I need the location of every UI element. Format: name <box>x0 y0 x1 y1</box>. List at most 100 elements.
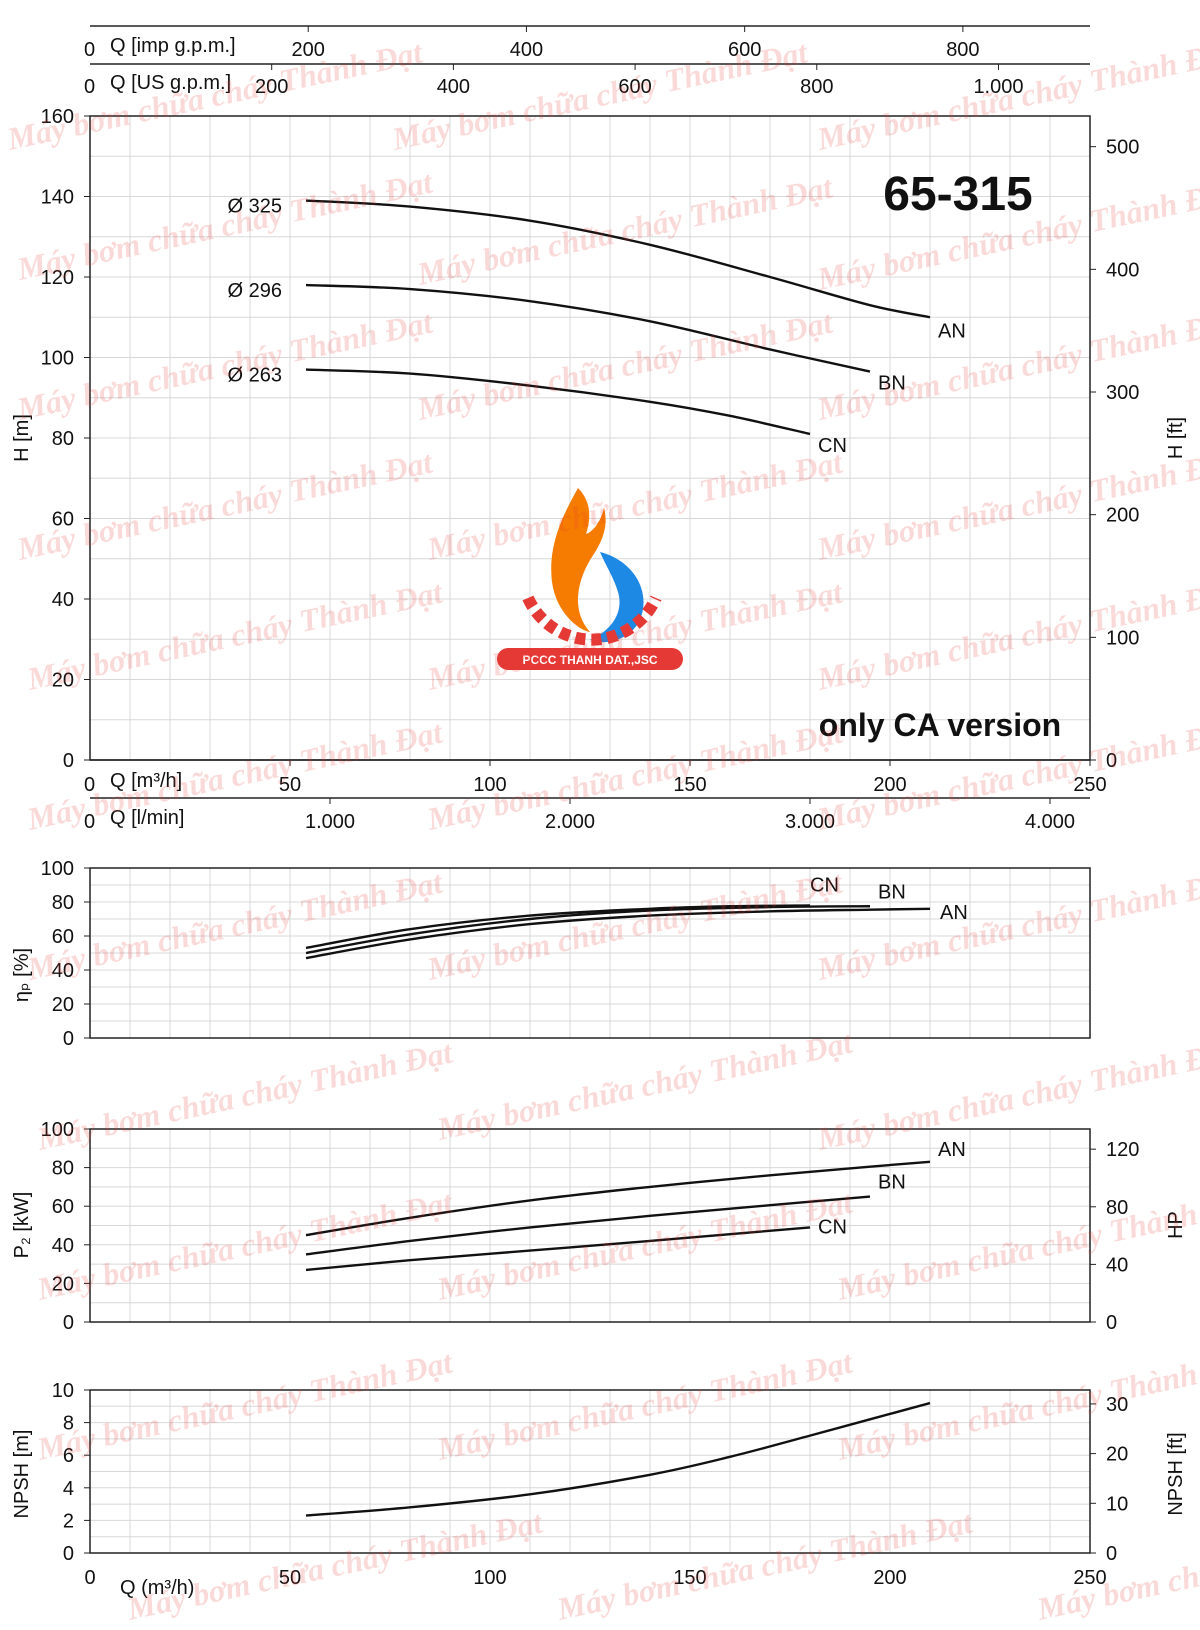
scale-tick-label: 250 <box>1073 774 1106 796</box>
y-tick-label: 40 <box>52 960 74 982</box>
scale-unit-label: Q [imp g.p.m.] <box>110 35 236 57</box>
middle-flow-scales: 0 Q [m³/h] 50 100 150 200 250 0 Q [l/min] 1.000 2.… <box>84 759 1107 833</box>
scale-tick-label: 100 <box>473 774 506 796</box>
series-label-cn: CN <box>818 435 847 457</box>
y2-tick-label: 10 <box>1106 1493 1128 1515</box>
y-tick-label: 100 <box>41 1119 74 1141</box>
y-tick-label: 0 <box>63 1543 74 1565</box>
series-label-bn: BN <box>878 373 906 395</box>
curve-cn <box>305 904 811 950</box>
series-label-an: AN <box>938 1139 966 1161</box>
y2-tick-label: 100 <box>1106 627 1139 649</box>
y-tick-label: 120 <box>41 267 74 289</box>
impeller-diameter-label: Ø 325 <box>228 196 282 218</box>
scale-tick-label: 1.000 <box>305 811 355 833</box>
scale-tick-label: 2.000 <box>545 811 595 833</box>
y-tick-label: 80 <box>52 428 74 450</box>
scale-tick-label: 3.000 <box>785 811 835 833</box>
y-tick-label: 2 <box>63 1510 74 1532</box>
flame-icon <box>551 488 606 632</box>
curve-bn <box>305 1195 871 1256</box>
y-tick-label: 80 <box>52 892 74 914</box>
gear-icon <box>522 595 662 646</box>
curve-bn <box>305 283 871 373</box>
y2-tick-label: 500 <box>1106 137 1139 159</box>
y-axis-title: H [m] <box>11 414 33 462</box>
y2-tick-label: 20 <box>1106 1444 1128 1466</box>
y2-axis-title: HP <box>1165 1211 1187 1239</box>
scale-zero-label: 0 <box>84 76 95 98</box>
scale-tick-label: 800 <box>946 39 979 61</box>
y2-tick-label: 200 <box>1106 505 1139 527</box>
scale-tick-label: 400 <box>510 39 543 61</box>
scale-tick-label: 1.000 <box>973 76 1023 98</box>
y2-tick-label: 300 <box>1106 382 1139 404</box>
scale-zero-label: 0 <box>84 811 95 833</box>
plot-frame <box>89 867 1091 1039</box>
x-tick-label: 150 <box>673 1567 706 1589</box>
curve-cn <box>305 368 811 436</box>
series-label-an: AN <box>940 902 968 924</box>
version-note: only CA version <box>819 707 1061 743</box>
scale-tick-label: 50 <box>279 774 301 796</box>
y2-tick-label: 30 <box>1106 1394 1128 1416</box>
x-tick-label: 200 <box>873 1567 906 1589</box>
series-label-cn: CN <box>818 1216 847 1238</box>
curve-bn <box>305 905 871 955</box>
efficiency-chart: 0 20 40 60 80 100 ηₚ [%] CN BN AN <box>11 858 1091 1050</box>
company-logo: PCCC THANH DAT.,JSC <box>497 488 683 670</box>
y-tick-label: 20 <box>52 1273 74 1295</box>
series-label-bn: BN <box>878 1172 906 1194</box>
series-label-cn: CN <box>810 874 839 896</box>
y2-tick-label: 40 <box>1106 1254 1128 1276</box>
y-tick-label: 0 <box>63 1028 74 1050</box>
logo-badge <box>497 648 683 670</box>
x-axis-title: Q (m³/h) <box>120 1577 194 1599</box>
y-tick-label: 160 <box>41 106 74 128</box>
top-flow-scales: 0 Q [imp g.p.m.] 200 400 600 800 0 Q [US g.p.m.… <box>84 25 1090 98</box>
impeller-diameter-label: Ø 296 <box>228 280 282 302</box>
series-label-bn: BN <box>878 881 906 903</box>
scale-tick-label: 600 <box>618 76 651 98</box>
scale-unit-label: Q [m³/h] <box>110 770 182 792</box>
y-tick-label: 20 <box>52 670 74 692</box>
scale-tick-label: 400 <box>437 76 470 98</box>
water-drop-icon <box>590 552 644 643</box>
y2-tick-label: 0 <box>1106 1543 1117 1565</box>
y-tick-label: 10 <box>52 1380 74 1402</box>
scale-unit-label: Q [US g.p.m.] <box>110 72 231 94</box>
y2-tick-label: 0 <box>1106 750 1117 772</box>
logo-badge-text: PCCC THANH DAT.,JSC <box>522 653 657 667</box>
y-tick-label: 40 <box>52 1235 74 1257</box>
y-axis-title: NPSH [m] <box>11 1430 33 1519</box>
scale-zero-label: 0 <box>84 774 95 796</box>
y-tick-label: 40 <box>52 589 74 611</box>
y-tick-label: 6 <box>63 1445 74 1467</box>
y-tick-label: 100 <box>41 858 74 880</box>
series-label-an: AN <box>938 320 966 342</box>
plot-frame <box>89 1389 1091 1554</box>
curve-an <box>305 199 931 319</box>
y-tick-label: 100 <box>41 348 74 370</box>
scale-tick-label: 200 <box>255 76 288 98</box>
bottom-x-axis: 0 50 100 150 200 250 Q (m³/h) <box>84 1567 1106 1599</box>
y-tick-label: 140 <box>41 187 74 209</box>
impeller-diameter-label: Ø 263 <box>228 365 282 387</box>
y-axis-title: ηₚ [%] <box>11 948 33 1002</box>
model-title: 65-315 <box>883 168 1032 221</box>
y-tick-label: 60 <box>52 509 74 531</box>
scale-tick-label: 4.000 <box>1025 811 1075 833</box>
y-tick-label: 0 <box>63 750 74 772</box>
plot-frame <box>89 1128 1091 1323</box>
power-chart: 0 20 40 60 80 100 0 40 80 120 P₂ [kW] HP AN BN CN <box>11 1119 1187 1334</box>
y-tick-label: 80 <box>52 1158 74 1180</box>
curve-cn <box>305 1226 811 1272</box>
y2-tick-label: 120 <box>1106 1139 1139 1161</box>
scale-tick-label: 600 <box>728 39 761 61</box>
y-tick-label: 20 <box>52 994 74 1016</box>
y-axis-title: P₂ [kW] <box>11 1192 33 1259</box>
scale-unit-label: Q [l/min] <box>110 807 184 829</box>
scale-tick-label: 200 <box>873 774 906 796</box>
y2-tick-label: 400 <box>1106 259 1139 281</box>
